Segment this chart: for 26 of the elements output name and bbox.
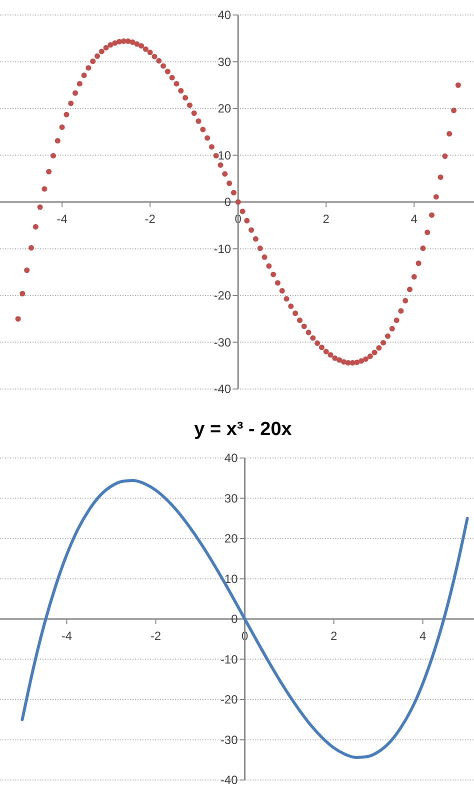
y-tick-label: -40 xyxy=(220,773,238,788)
x-tick-label: -2 xyxy=(144,212,156,226)
y-tick-label: 30 xyxy=(218,54,232,69)
x-tick-label: 2 xyxy=(322,212,330,226)
y-tick-label: 40 xyxy=(218,8,232,22)
y-tick-label: -10 xyxy=(214,242,232,256)
y-tick-label: 10 xyxy=(218,148,232,162)
x-tick-label: 4 xyxy=(419,629,426,643)
x-tick-label: 2 xyxy=(330,629,338,643)
line-series xyxy=(20,479,469,759)
x-tick-label: -2 xyxy=(150,629,162,643)
y-tick-label: 20 xyxy=(224,532,238,546)
y-tick-label: -20 xyxy=(220,692,238,707)
y-tick-label: 10 xyxy=(224,572,238,586)
chart-title: y = x³ - 20x xyxy=(194,419,292,440)
y-tick-label: -40 xyxy=(214,382,232,396)
y-tick-label: -30 xyxy=(214,335,232,350)
y-tick-label: 20 xyxy=(218,102,232,116)
y-tick-label: 40 xyxy=(224,451,238,466)
x-tick-label: -4 xyxy=(61,629,72,643)
y-tick-label: 30 xyxy=(224,491,238,506)
y-tick-label: -20 xyxy=(214,288,232,303)
x-tick-label: -4 xyxy=(56,212,68,226)
y-tick-label: -30 xyxy=(220,732,238,747)
y-tick-label: -10 xyxy=(220,652,238,666)
x-tick-label: 4 xyxy=(410,212,418,226)
